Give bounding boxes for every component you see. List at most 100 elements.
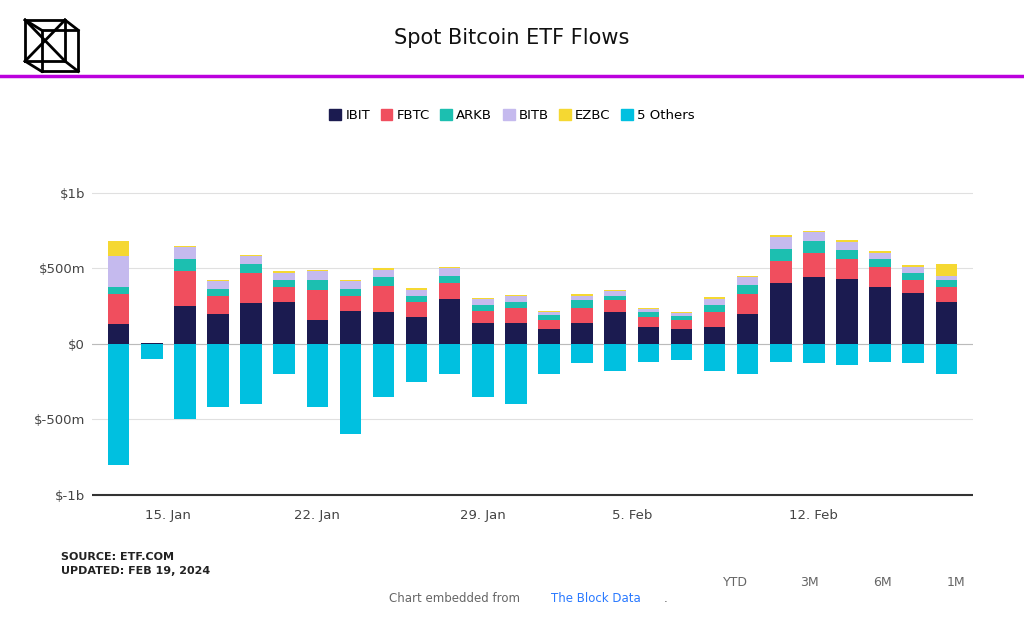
Bar xyxy=(869,258,891,267)
Bar xyxy=(671,329,692,344)
Bar xyxy=(837,242,858,250)
Bar xyxy=(604,312,626,344)
Bar xyxy=(770,283,792,344)
Bar xyxy=(737,285,759,294)
Bar xyxy=(406,288,427,290)
Bar xyxy=(571,300,593,308)
Bar xyxy=(539,315,560,319)
Bar xyxy=(241,273,262,303)
Bar xyxy=(439,268,461,276)
Bar xyxy=(902,267,924,273)
Bar xyxy=(604,344,626,371)
Bar xyxy=(373,312,394,344)
Bar xyxy=(439,298,461,344)
Bar xyxy=(703,327,725,344)
Bar xyxy=(141,343,163,344)
Text: 6M: 6M xyxy=(873,577,892,589)
Bar xyxy=(373,268,394,270)
Bar xyxy=(638,312,659,317)
Bar xyxy=(108,294,129,324)
Bar xyxy=(505,323,526,344)
Bar xyxy=(770,344,792,362)
Bar xyxy=(571,308,593,323)
Bar xyxy=(108,241,129,256)
Bar xyxy=(472,311,494,323)
Bar xyxy=(902,273,924,280)
Bar xyxy=(406,301,427,317)
Bar xyxy=(737,294,759,314)
Bar xyxy=(703,344,725,371)
Bar xyxy=(770,235,792,236)
Bar xyxy=(406,317,427,344)
Bar xyxy=(273,301,295,344)
Bar xyxy=(837,279,858,344)
Bar xyxy=(273,344,295,374)
Bar xyxy=(439,267,461,268)
Bar xyxy=(406,344,427,382)
Bar xyxy=(505,344,526,404)
Bar xyxy=(539,319,560,329)
Bar xyxy=(340,281,361,289)
Bar xyxy=(306,271,328,280)
Bar xyxy=(571,344,593,363)
Bar xyxy=(737,278,759,285)
Bar xyxy=(539,329,560,344)
Bar xyxy=(241,264,262,273)
Bar xyxy=(108,256,129,286)
Bar xyxy=(936,280,957,286)
Bar xyxy=(340,344,361,434)
Bar xyxy=(936,264,957,276)
Bar xyxy=(439,283,461,298)
Bar xyxy=(174,246,196,247)
Bar xyxy=(340,296,361,311)
Bar xyxy=(737,314,759,344)
Bar xyxy=(505,295,526,296)
Bar xyxy=(638,327,659,344)
Bar xyxy=(373,286,394,312)
Bar xyxy=(141,344,163,359)
Bar xyxy=(837,344,858,365)
Bar xyxy=(604,300,626,312)
Bar xyxy=(273,273,295,280)
Bar xyxy=(571,323,593,344)
Bar xyxy=(340,289,361,296)
Bar xyxy=(770,236,792,249)
Bar xyxy=(505,308,526,323)
Bar xyxy=(340,280,361,281)
Bar xyxy=(638,344,659,362)
Text: Chart embedded from: Chart embedded from xyxy=(389,592,524,605)
Bar xyxy=(472,344,494,397)
Bar xyxy=(902,293,924,344)
Text: 1M: 1M xyxy=(947,577,966,589)
Bar xyxy=(207,296,228,314)
Bar xyxy=(174,344,196,419)
Bar xyxy=(241,344,262,404)
Bar xyxy=(439,344,461,374)
Bar xyxy=(703,298,725,305)
Bar xyxy=(604,296,626,300)
Bar xyxy=(902,280,924,293)
Bar xyxy=(604,291,626,296)
Bar xyxy=(803,278,824,344)
Bar xyxy=(539,311,560,312)
Bar xyxy=(936,276,957,280)
Bar xyxy=(571,294,593,296)
Text: Spot Bitcoin ETF Flows: Spot Bitcoin ETF Flows xyxy=(362,79,513,91)
Bar xyxy=(373,278,394,286)
Bar xyxy=(472,323,494,344)
Legend: IBIT, FBTC, ARKB, BITB, EZBC, 5 Others: IBIT, FBTC, ARKB, BITB, EZBC, 5 Others xyxy=(325,104,699,127)
Bar xyxy=(803,253,824,278)
Bar xyxy=(770,249,792,261)
Bar xyxy=(241,255,262,256)
Bar xyxy=(207,289,228,296)
Bar xyxy=(241,303,262,344)
Bar xyxy=(703,305,725,312)
Text: 3M: 3M xyxy=(800,577,818,589)
Bar xyxy=(671,344,692,361)
Bar xyxy=(406,290,427,296)
Bar xyxy=(803,232,824,241)
Text: Spot Bitcoin ETF Flows: Spot Bitcoin ETF Flows xyxy=(394,28,630,48)
Bar xyxy=(108,324,129,344)
Bar xyxy=(837,250,858,258)
Text: The Block Data: The Block Data xyxy=(551,592,641,605)
